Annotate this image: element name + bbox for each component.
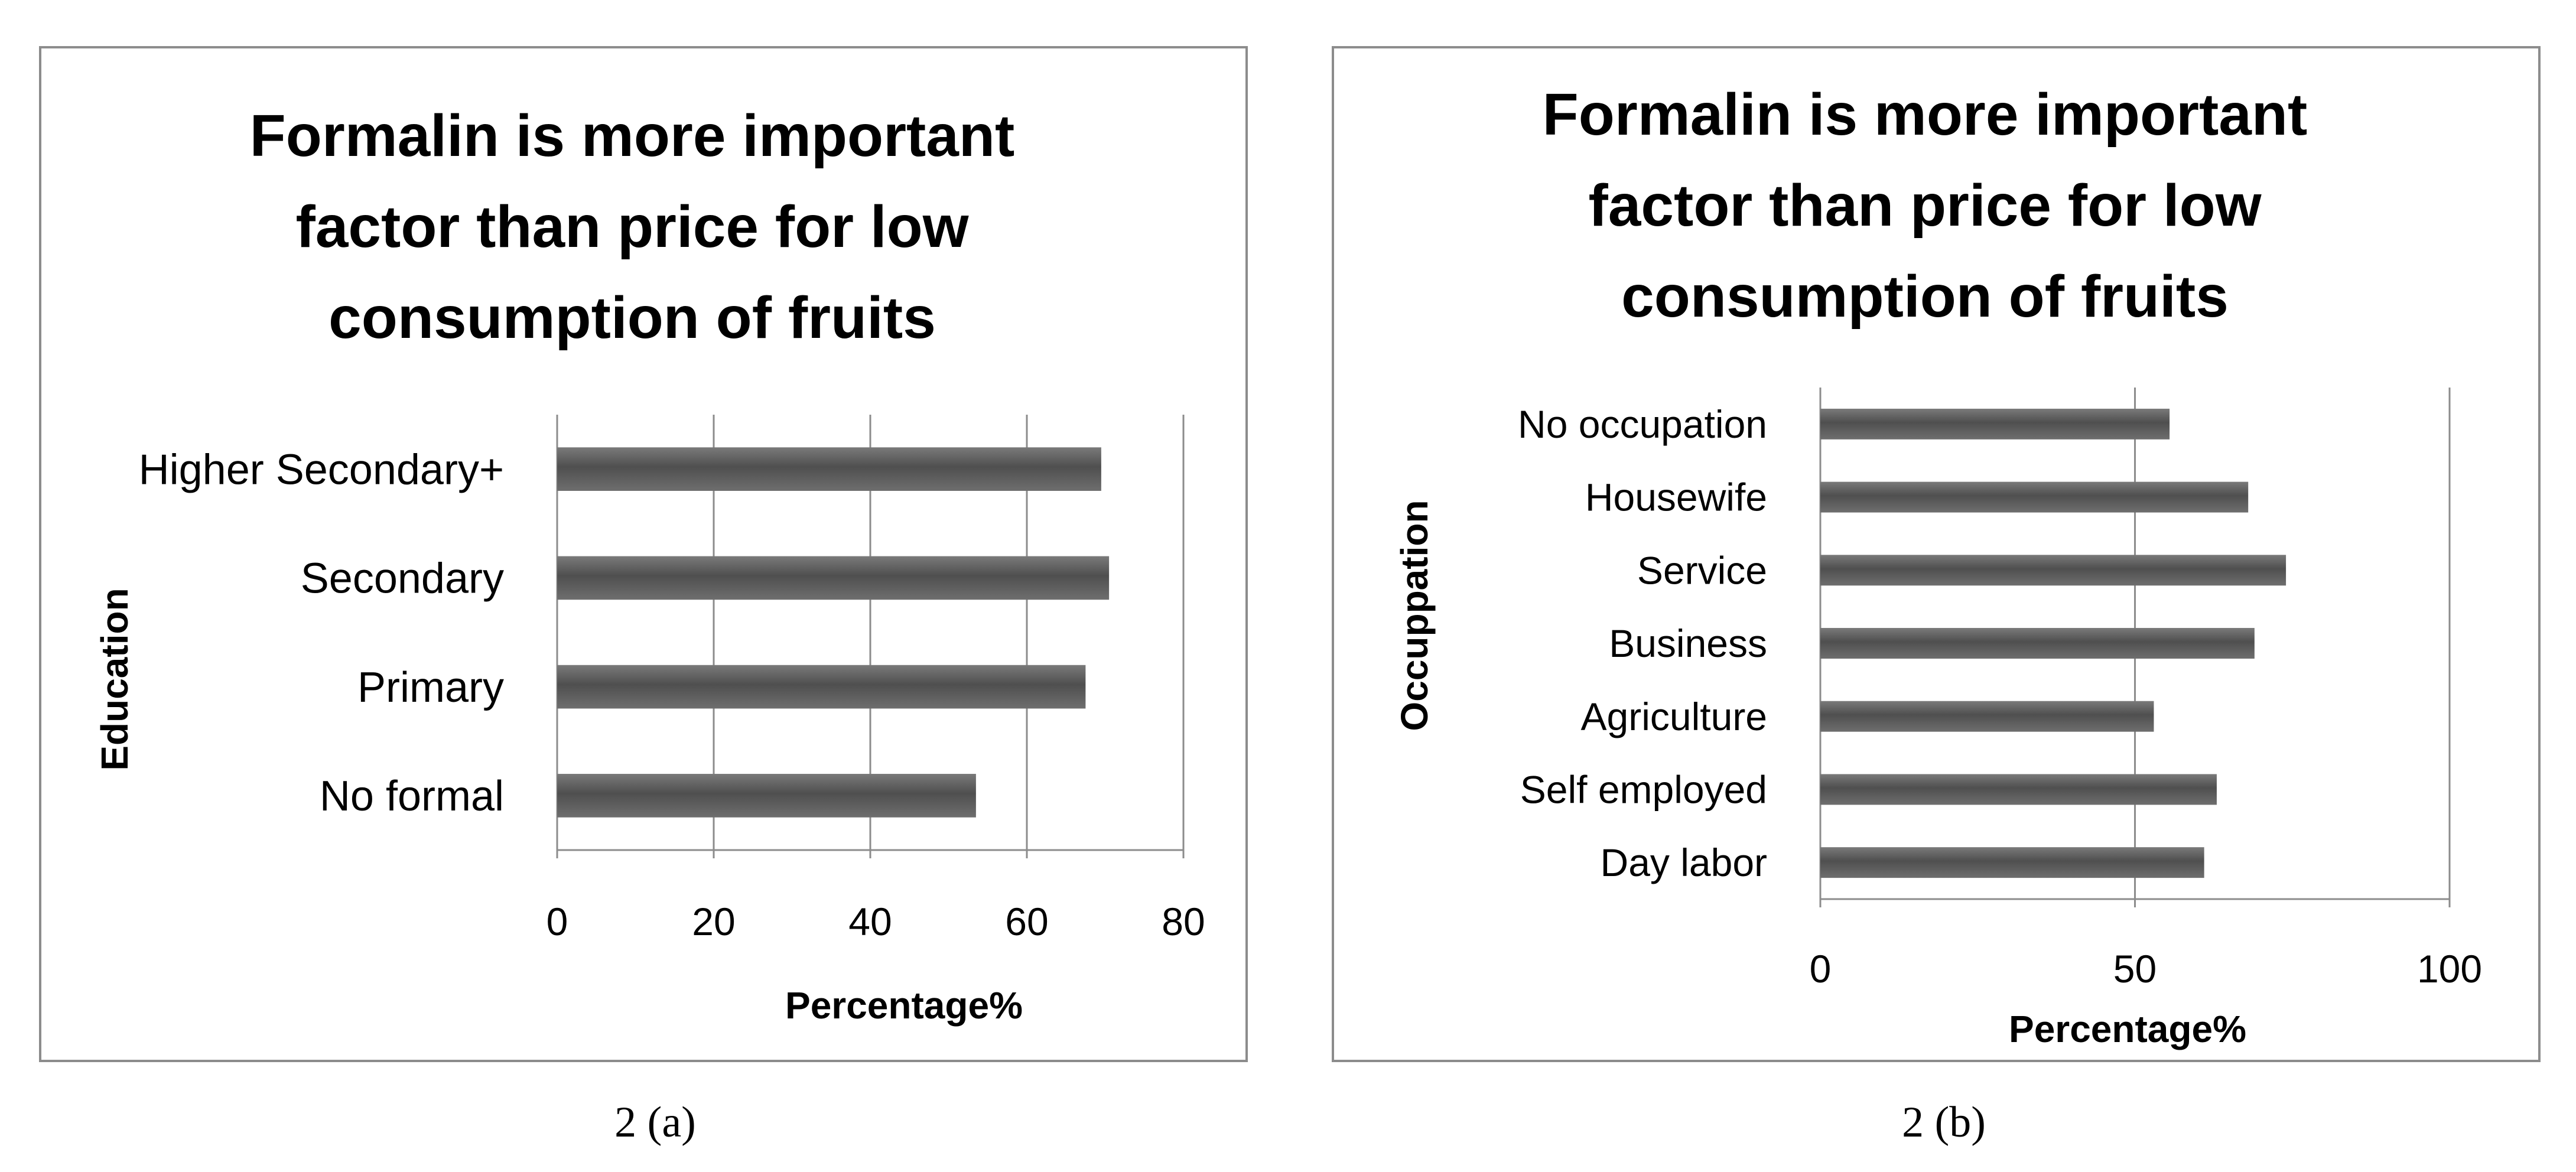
x-tick-label: 40 (848, 900, 892, 943)
x-tick-label: 100 (2417, 947, 2482, 991)
figure-caption-b: 2 (b) (1902, 1098, 1986, 1147)
category-label: Service (1637, 548, 1767, 592)
bar-primary (557, 665, 1086, 709)
chart-title-line: factor than price for low (295, 194, 968, 260)
chart-panel-education: Formalin is more important factor than pr… (39, 46, 1248, 1062)
y-axis-title: Occuppation (1393, 500, 1436, 731)
bar-business (1820, 628, 2255, 659)
chart-title-line: consumption of fruits (1621, 263, 2229, 330)
x-tick-label: 0 (547, 900, 568, 943)
chart-education: Formalin is more important factor than pr… (93, 103, 1205, 1027)
chart-title-line: Formalin is more important (1543, 82, 2308, 148)
chart-title-line: factor than price for low (1588, 172, 2261, 239)
chart-title-line: Formalin is more important (250, 103, 1015, 169)
bar-self-employed (1820, 774, 2217, 805)
bar-no-formal (557, 774, 976, 818)
category-label: No formal (320, 773, 504, 820)
x-tick-label: 80 (1162, 900, 1205, 943)
bar-service (1820, 555, 2286, 586)
category-label: Agriculture (1581, 695, 1767, 738)
category-label: Housewife (1585, 476, 1767, 519)
x-tick-label: 0 (1810, 947, 1832, 991)
bar-day-labor (1820, 847, 2204, 878)
category-label: Self employed (1520, 768, 1767, 812)
category-label: Higher Secondary+ (139, 446, 504, 493)
bar-secondary (557, 556, 1110, 600)
x-axis-title: Percentage% (785, 984, 1023, 1027)
chart-title-line: consumption of fruits (328, 285, 936, 351)
category-label: Primary (357, 664, 504, 711)
y-axis-title: Education (93, 588, 136, 770)
chart-occupation: Formalin is more important factor than pr… (1393, 82, 2482, 1050)
bar-housewife (1820, 481, 2249, 513)
bar-higher-secondary (557, 447, 1101, 491)
bar-no-occupation (1820, 408, 2170, 440)
x-tick-label: 60 (1005, 900, 1048, 943)
chart-panel-occupation: Formalin is more important factor than pr… (1332, 46, 2541, 1062)
category-label: Business (1609, 621, 1767, 665)
x-tick-label: 50 (2113, 947, 2157, 991)
figure-caption-a: 2 (a) (614, 1098, 696, 1147)
bar-agriculture (1820, 701, 2154, 732)
category-label: Day labor (1601, 841, 1767, 884)
category-label: No occupation (1518, 402, 1767, 446)
x-axis-title: Percentage% (2009, 1008, 2246, 1050)
x-tick-label: 20 (692, 900, 735, 943)
category-label: Secondary (301, 555, 504, 603)
